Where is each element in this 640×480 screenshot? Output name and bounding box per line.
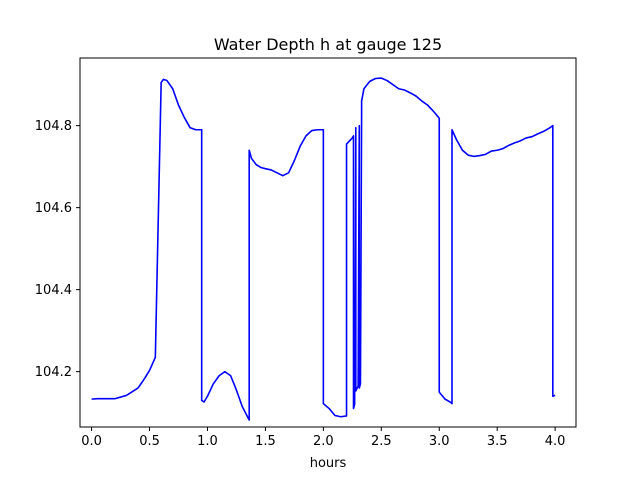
x-tick-label: 3.5: [487, 434, 508, 449]
x-tick-label: 1.0: [197, 434, 218, 449]
x-tick-label: 2.5: [371, 434, 392, 449]
x-tick-label: 0.0: [81, 434, 102, 449]
chart-title: Water Depth h at gauge 125: [214, 35, 442, 54]
y-tick-label: 104.8: [35, 119, 72, 134]
x-tick-label: 1.5: [255, 434, 276, 449]
plot-frame: [79, 57, 577, 428]
x-tick-label: 3.0: [429, 434, 450, 449]
y-tick-label: 104.4: [35, 283, 72, 298]
y-tick-label: 104.2: [35, 365, 72, 380]
x-tick-label: 0.5: [139, 434, 160, 449]
x-axis: 0.0 0.5 1.0 1.5 2.0 2.5 3.0 3.5 4.0: [81, 427, 565, 449]
x-tick-label: 2.0: [313, 434, 334, 449]
x-tick-label: 4.0: [545, 434, 566, 449]
series-line-0: [91, 77, 556, 421]
y-tick-label: 104.6: [35, 201, 72, 216]
x-axis-label: hours: [310, 456, 347, 471]
series-layer: [91, 77, 556, 421]
y-axis: 104.2 104.4 104.6 104.8: [35, 119, 80, 380]
